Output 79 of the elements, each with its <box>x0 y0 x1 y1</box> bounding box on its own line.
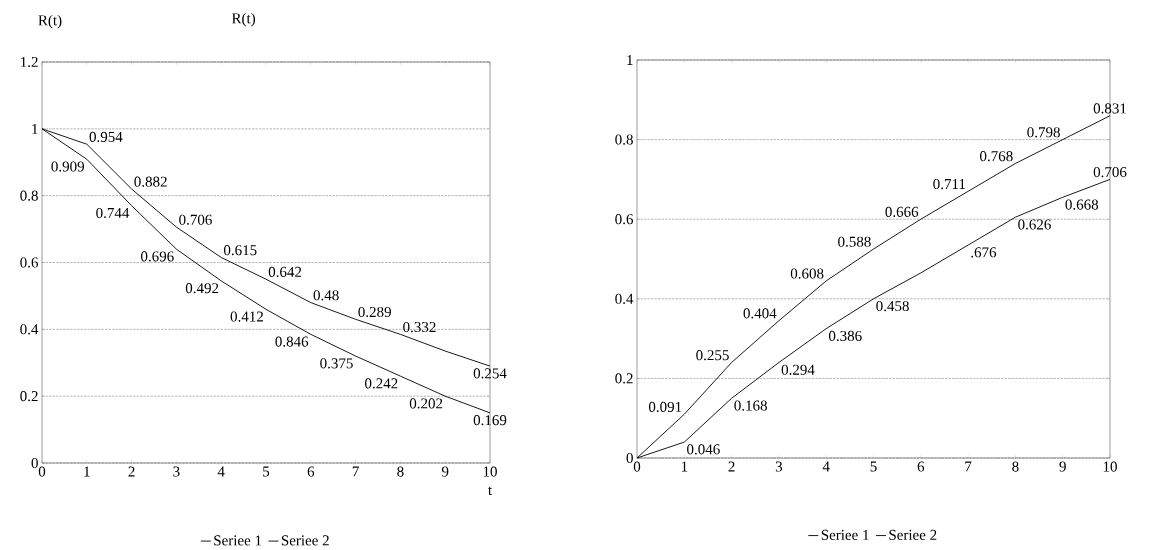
x-tick-label: 9 <box>1059 461 1066 472</box>
y-tick-label: 0 <box>626 452 633 464</box>
x-tick-label: 8 <box>397 466 404 477</box>
annotation: 0.169 <box>473 415 507 426</box>
annotation: 0.744 <box>96 207 130 219</box>
y-tick-label: 1 <box>627 55 633 65</box>
annotation: 0.404 <box>743 308 777 319</box>
legend-label: Seriee 2 <box>281 535 329 546</box>
annotation: 0.768 <box>980 151 1013 162</box>
annotation: 0.846 <box>275 336 309 347</box>
annotation: 0.492 <box>185 283 219 294</box>
y-tick-label: 0.4 <box>20 324 39 335</box>
annotation: 0.294 <box>781 364 815 375</box>
x-tick-label: 5 <box>870 461 877 472</box>
x-tick-label: 5 <box>263 466 270 477</box>
y-tick-label: 0.6 <box>20 257 39 268</box>
annotation: 0.588 <box>838 236 871 247</box>
legend-label: Seriee 1 <box>821 529 869 540</box>
x-tick-label: 2 <box>128 466 135 477</box>
y-tick-label: 1.2 <box>21 56 38 68</box>
annotation: 0.798 <box>1027 127 1060 138</box>
x-tick-label: 4 <box>217 466 225 477</box>
annotation: 0.954 <box>89 131 123 143</box>
annotation: 0.668 <box>1065 199 1099 210</box>
y-axis-title: R(t) <box>38 14 62 29</box>
x-tick-label: 10 <box>483 466 497 477</box>
annotation: 0.332 <box>403 321 436 333</box>
y-tick-label: 0.2 <box>615 373 633 384</box>
annotation: 0.412 <box>230 311 263 322</box>
annotation: 0.091 <box>648 401 682 413</box>
annotation: 0.202 <box>409 398 443 409</box>
x-tick-label: 4 <box>822 461 830 472</box>
x-tick-label: 3 <box>173 466 180 477</box>
legend-label: Seriee 2 <box>889 529 937 540</box>
x-tick-label: 3 <box>775 461 783 472</box>
x-tick-label: 0 <box>38 466 46 477</box>
x-tick-label: 1 <box>84 466 90 477</box>
annotation: 0.242 <box>365 378 398 389</box>
annotation: 0.289 <box>358 306 391 318</box>
x-tick-label: 8 <box>1012 461 1019 472</box>
x-tick-label: 0 <box>633 461 641 472</box>
x-tick-label: 9 <box>441 466 449 477</box>
annotation: 0.909 <box>51 161 84 172</box>
annotation: 0.615 <box>223 245 257 256</box>
x-tick-label: 10 <box>1103 461 1117 472</box>
annotation: 0.642 <box>268 266 302 278</box>
annotation: 0.882 <box>134 176 167 187</box>
x-tick-label: 7 <box>352 466 359 477</box>
y-tick-label: 0.8 <box>615 134 633 145</box>
annotation: 0.386 <box>828 330 862 342</box>
annotation: .676 <box>971 247 997 258</box>
annotation: 0.458 <box>876 301 909 312</box>
annotation: 0.375 <box>320 358 353 369</box>
annotation: 0.706 <box>179 214 212 225</box>
annotation: 0.255 <box>696 350 729 361</box>
annotation: 0.608 <box>790 268 824 279</box>
annotation: 0.168 <box>734 400 767 411</box>
x-tick-label: 7 <box>965 461 972 472</box>
x-tick-label: 1 <box>681 461 688 472</box>
annotation: 0.626 <box>1018 219 1051 230</box>
x-tick-label: 6 <box>917 461 925 472</box>
legend-label: Seriee 1 <box>214 535 262 546</box>
chart-title: R(t) <box>231 12 256 27</box>
x-axis-title: t <box>488 486 492 496</box>
x-tick-label: 2 <box>728 461 735 472</box>
annotation: 0.706 <box>1093 167 1127 178</box>
y-tick-label: 1 <box>32 123 38 134</box>
annotation: 0.254 <box>473 368 507 379</box>
annotation: 0.831 <box>1093 103 1126 114</box>
annotation: 0.666 <box>885 206 919 218</box>
annotation: 0.046 <box>687 444 720 455</box>
annotation: 0.711 <box>933 178 966 190</box>
y-tick-label: 0.4 <box>615 293 634 304</box>
x-tick-label: 6 <box>307 466 315 477</box>
annotation: 0.696 <box>141 251 174 262</box>
y-tick-label: 0.6 <box>615 214 634 225</box>
y-tick-label: 0.2 <box>20 391 38 402</box>
y-tick-label: 0.8 <box>20 190 38 201</box>
annotation: 0.48 <box>313 290 339 301</box>
